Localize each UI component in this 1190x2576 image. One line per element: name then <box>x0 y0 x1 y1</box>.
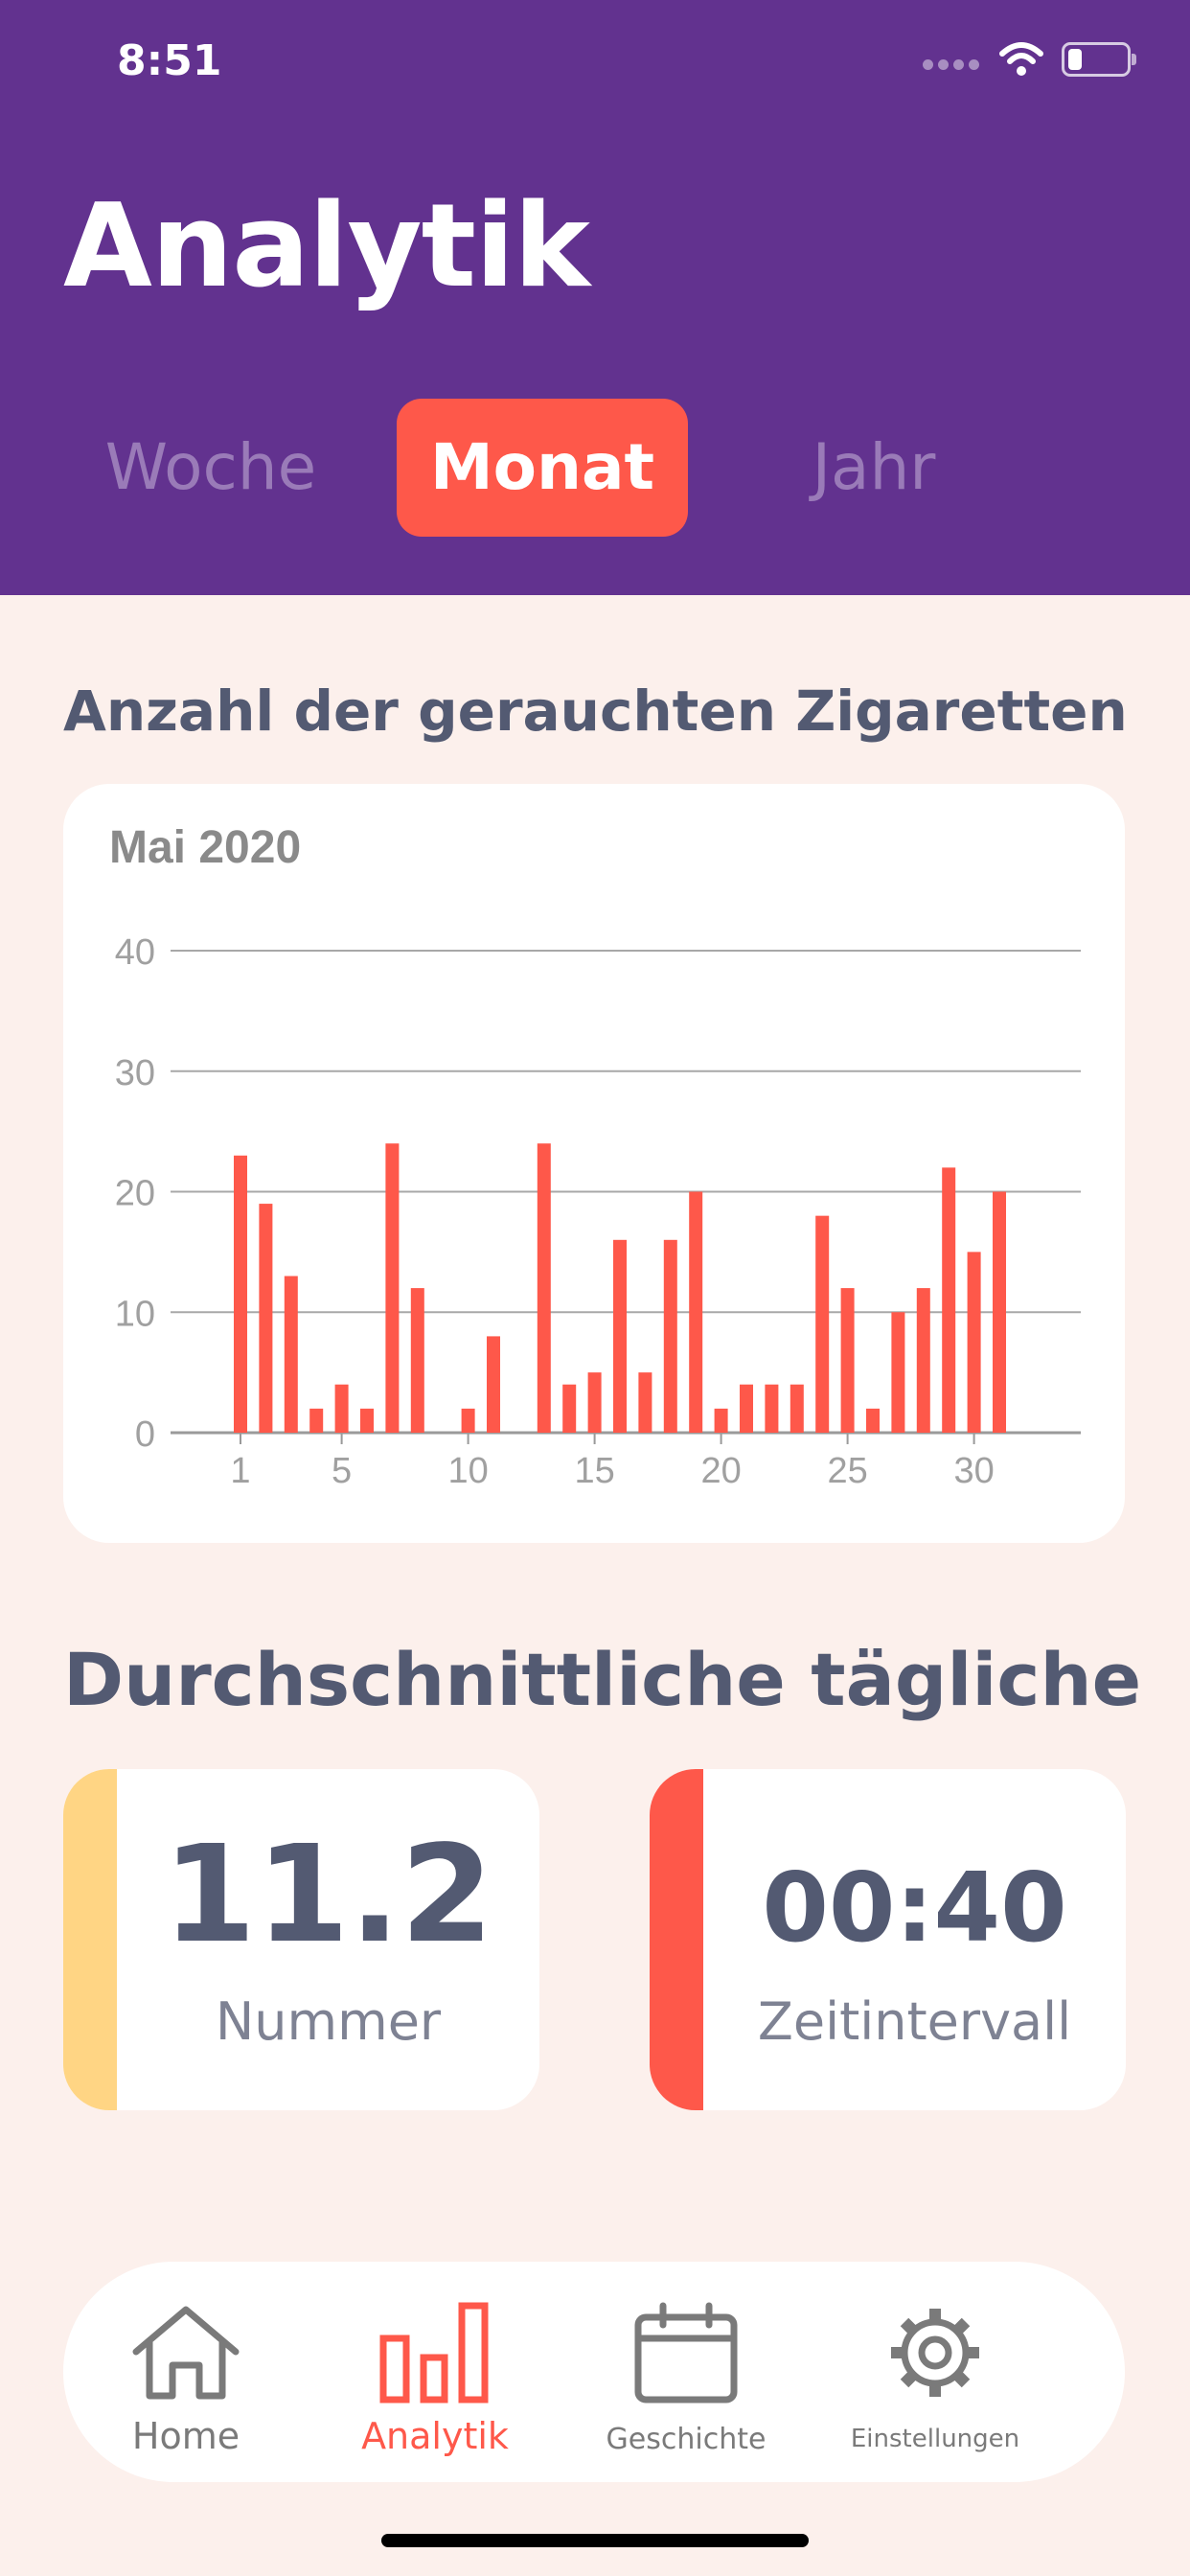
bar-day-13 <box>537 1143 551 1433</box>
bar-day-6 <box>360 1408 374 1433</box>
bar-day-16 <box>613 1239 627 1433</box>
bar-day-8 <box>410 1288 424 1433</box>
bar-day-31 <box>993 1191 1006 1433</box>
bar-day-24 <box>815 1215 830 1433</box>
x-tick-label: 5 <box>332 1451 352 1491</box>
stat-accent-strip <box>650 1769 703 2110</box>
bar-day-28 <box>916 1288 930 1433</box>
signal-icon <box>923 50 979 70</box>
x-tick-label: 10 <box>447 1451 488 1491</box>
bar-day-10 <box>461 1408 475 1433</box>
bottom-nav: Home Analytik Geschichte <box>63 2262 1125 2482</box>
nav-label-analytik: Analytik <box>361 2415 509 2457</box>
gear-icon <box>891 2309 979 2397</box>
chart-title: Mai 2020 <box>109 822 301 873</box>
nav-item-analytik[interactable]: Analytik <box>320 2262 550 2482</box>
y-tick-label: 20 <box>115 1174 155 1214</box>
y-tick-label: 10 <box>115 1294 155 1334</box>
header: 8:51 Analytik Woche Monat Jahr <box>0 0 1190 595</box>
stat-interval-label: Zeitintervall <box>757 1991 1072 2052</box>
nav-item-geschichte[interactable]: Geschichte <box>571 2262 801 2482</box>
bar-day-23 <box>790 1384 804 1433</box>
status-time: 8:51 <box>117 36 222 85</box>
bar-day-15 <box>587 1372 602 1433</box>
wifi-icon <box>999 42 1043 76</box>
bar-day-1 <box>234 1155 247 1433</box>
bar-day-2 <box>259 1204 273 1433</box>
x-tick-label: 20 <box>700 1451 741 1491</box>
bar-day-5 <box>334 1384 349 1433</box>
battery-icon <box>1062 42 1136 77</box>
chart-section-title: Anzahl der gerauchten Zigaretten <box>63 678 1128 744</box>
bar-day-30 <box>967 1252 981 1433</box>
nav-label-home: Home <box>131 2415 240 2457</box>
stat-interval-value: 00:40 <box>762 1852 1067 1964</box>
y-tick-label: 30 <box>115 1053 155 1093</box>
bar-day-27 <box>891 1312 905 1433</box>
y-tick-label: 0 <box>135 1414 155 1455</box>
calendar-icon <box>634 2302 738 2404</box>
bar-day-25 <box>840 1288 855 1433</box>
x-tick-label: 25 <box>827 1451 867 1491</box>
tab-week[interactable]: Woche <box>104 430 317 504</box>
x-tick-label: 15 <box>574 1451 614 1491</box>
page-title: Analytik <box>63 180 590 313</box>
bar-day-20 <box>714 1408 728 1433</box>
x-tick-label: 1 <box>230 1451 250 1491</box>
nav-item-home[interactable]: Home <box>71 2262 301 2482</box>
bar-day-3 <box>284 1276 298 1433</box>
bar-day-14 <box>562 1384 577 1433</box>
status-icons <box>923 42 1136 77</box>
x-tick-label: 30 <box>953 1451 994 1491</box>
stat-card-interval: 00:40 Zeitintervall <box>650 1769 1126 2110</box>
stat-number-label: Nummer <box>215 1991 442 2052</box>
bar-day-17 <box>638 1372 652 1433</box>
y-tick-label: 40 <box>115 932 155 973</box>
bar-day-11 <box>487 1336 500 1433</box>
chart-card: Mai 2020 0 10 20 30 40 1 5 10 15 20 25 30 <box>63 784 1125 1543</box>
home-icon <box>132 2306 240 2400</box>
bar-chart-icon <box>379 2302 489 2404</box>
home-indicator <box>381 2534 809 2547</box>
bar-day-19 <box>689 1191 703 1433</box>
nav-label-geschichte: Geschichte <box>606 2423 767 2456</box>
bar-day-4 <box>309 1408 324 1433</box>
nav-label-einstellungen: Einstellungen <box>850 2425 1020 2453</box>
average-section-title: Durchschnittliche tägliche <box>63 1637 1142 1722</box>
bar-day-18 <box>663 1239 677 1433</box>
bar-day-22 <box>765 1384 779 1433</box>
stat-accent-strip <box>63 1769 117 2110</box>
bar-day-29 <box>942 1167 956 1433</box>
tab-month[interactable]: Monat <box>397 399 688 537</box>
nav-item-einstellungen[interactable]: Einstellungen <box>820 2262 1050 2482</box>
stat-card-number: 11.2 Nummer <box>63 1769 539 2110</box>
tab-year[interactable]: Jahr <box>812 430 936 504</box>
bar-day-21 <box>740 1384 753 1433</box>
bar-day-7 <box>385 1143 400 1433</box>
bar-day-26 <box>866 1408 880 1433</box>
stat-number-value: 11.2 <box>162 1817 494 1973</box>
